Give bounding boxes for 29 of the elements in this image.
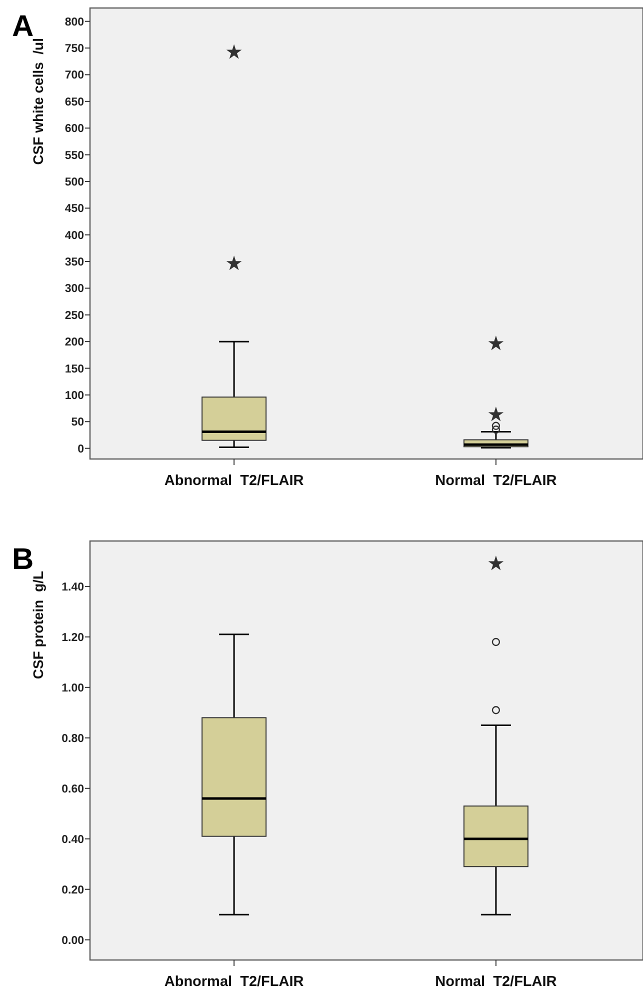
x-tick-label: Abnormal T2/FLAIR bbox=[164, 974, 304, 990]
x-tick-label: Normal T2/FLAIR bbox=[435, 473, 558, 489]
y-tick-label: 700 bbox=[64, 70, 84, 82]
y-tick-label: 0.20 bbox=[62, 884, 84, 896]
y-tick-label: 250 bbox=[64, 310, 84, 322]
y-tick-label: 1.40 bbox=[62, 581, 84, 594]
y-tick-label: 650 bbox=[64, 96, 84, 108]
y-tick-label: 0.00 bbox=[62, 934, 84, 947]
y-tick-label: 500 bbox=[64, 176, 84, 188]
y-tick-label: 550 bbox=[64, 150, 84, 162]
x-tick-label: Normal T2/FLAIR bbox=[435, 974, 558, 990]
y-tick-label: 200 bbox=[64, 336, 84, 349]
y-tick-label: 450 bbox=[64, 203, 84, 216]
y-tick-label: 100 bbox=[64, 390, 84, 402]
y-tick-label: 50 bbox=[71, 416, 84, 429]
y-tick-label: 0.80 bbox=[62, 732, 84, 745]
y-tick-label: 400 bbox=[64, 230, 84, 242]
y-tick-label: 1.00 bbox=[62, 682, 84, 694]
y-tick-label: 150 bbox=[64, 363, 84, 376]
y-tick-label: 800 bbox=[64, 16, 84, 28]
y-tick-label: 300 bbox=[64, 283, 84, 296]
y-tick-label: 750 bbox=[64, 43, 84, 56]
y-tick-label: 600 bbox=[64, 123, 84, 136]
y-tick-label: 0.60 bbox=[62, 783, 84, 796]
y-tick-label: 0 bbox=[78, 443, 84, 456]
y-tick-label: 0.40 bbox=[62, 834, 84, 846]
y-tick-label: 350 bbox=[64, 256, 84, 269]
x-tick-label: Abnormal T2/FLAIR bbox=[164, 473, 304, 489]
y-tick-label: 1.20 bbox=[62, 632, 84, 644]
